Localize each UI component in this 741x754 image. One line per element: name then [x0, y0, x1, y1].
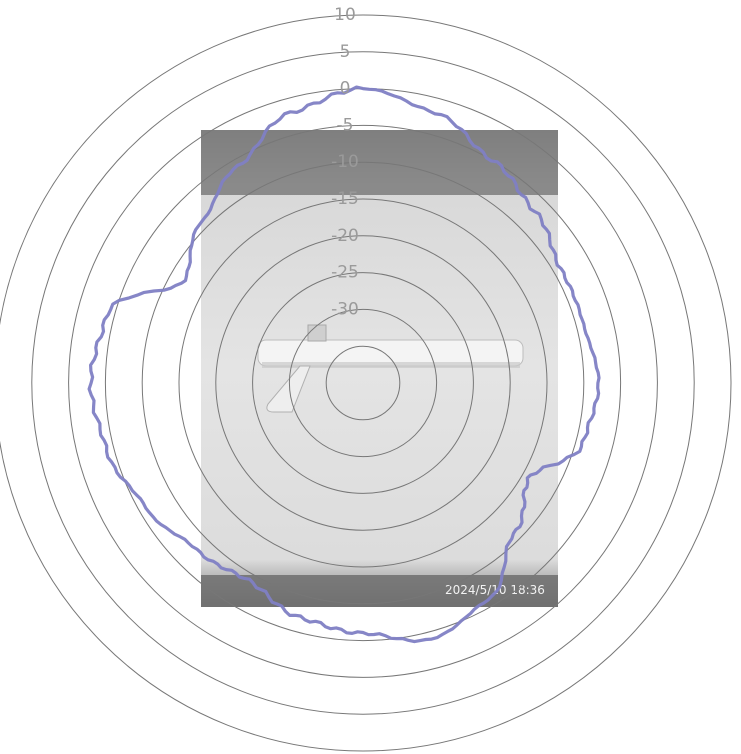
radial-tick-labels: 10 5 0 -5 -10 -15 -20 -25 -30 — [331, 5, 359, 319]
grid-ring — [178, 198, 548, 568]
radial-tick-label: 5 — [340, 42, 351, 62]
radial-tick-label: -15 — [331, 189, 359, 209]
radial-tick-label: -30 — [331, 299, 359, 319]
photo-frame — [201, 130, 558, 607]
grid-ring — [141, 161, 585, 605]
grid-ring — [325, 345, 401, 421]
radial-tick-label: -20 — [331, 226, 359, 246]
radial-gridlines — [0, 14, 732, 752]
radial-tick-label: -5 — [337, 115, 354, 135]
radial-tick-label: -25 — [331, 263, 359, 283]
grid-ring — [215, 235, 511, 531]
grid-ring — [252, 272, 474, 494]
grid-ring — [0, 14, 732, 752]
radial-tick-label: 0 — [340, 79, 351, 99]
grid-ring — [104, 124, 622, 642]
background-photo: 2024/5/10 18:36 — [201, 130, 558, 607]
grid-ring — [288, 308, 438, 458]
photo-timestamp: 2024/5/10 18:36 — [445, 583, 545, 597]
series-trace — [87, 85, 601, 644]
grid-ring — [31, 51, 695, 715]
radial-tick-label: -10 — [331, 152, 359, 172]
device-in-photo — [257, 324, 524, 413]
radial-tick-label: 10 — [334, 5, 356, 25]
